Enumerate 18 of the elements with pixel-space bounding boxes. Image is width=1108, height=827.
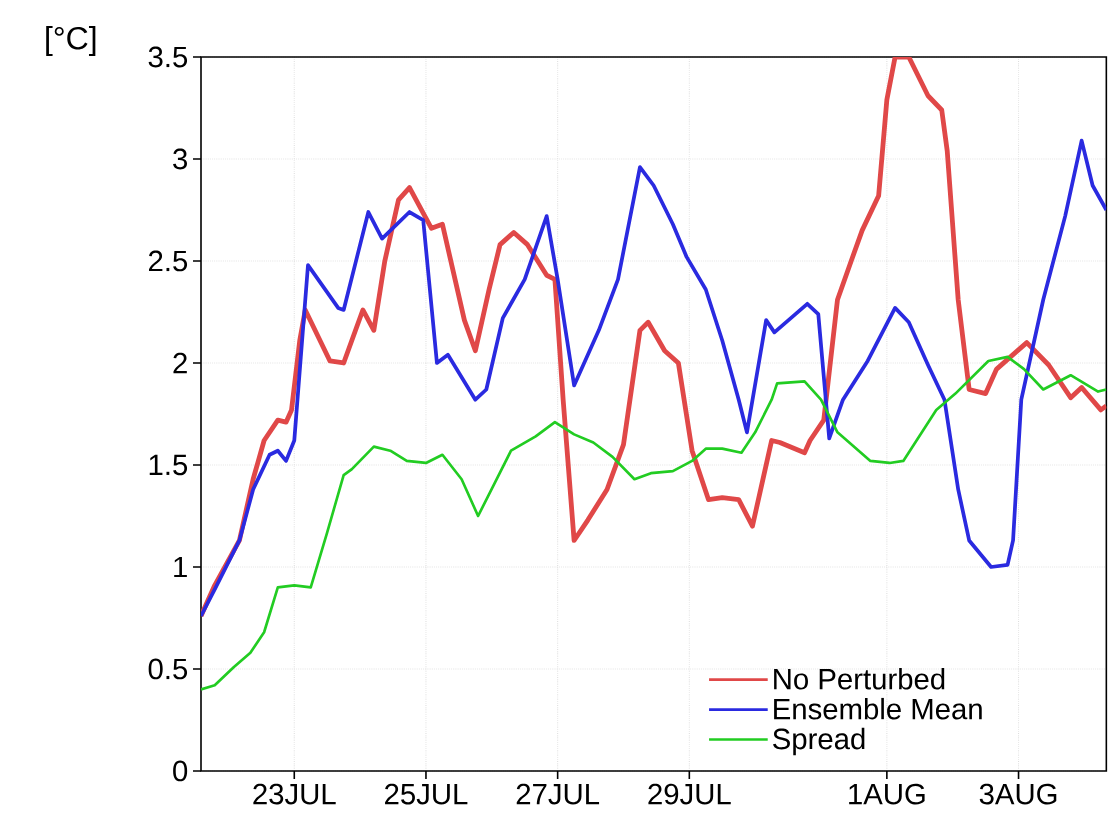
x-tick-label: 25JUL (385, 783, 468, 805)
x-tick-label: 1AUG (849, 783, 925, 805)
x-tick-label: 3AUG (979, 783, 1057, 805)
legend-label: No Perturbed (774, 667, 945, 690)
y-tick-label: 0 (173, 760, 188, 782)
y-tick-label: 3 (173, 148, 188, 170)
x-tick-label: 29JUL (648, 783, 731, 805)
y-axis-title: [°C] (46, 26, 96, 56)
x-tick-label: 23JUL (253, 783, 336, 805)
y-tick-label: 1 (174, 556, 187, 578)
y-tick-label: 1.5 (149, 454, 188, 476)
y-tick-label: 0.5 (148, 658, 188, 680)
y-tick-label: 2.5 (149, 250, 188, 272)
y-tick-label: 3.5 (148, 46, 188, 68)
x-tick-label: 27JUL (516, 783, 600, 805)
y-tick-label: 2 (173, 352, 187, 374)
legend-label: Ensemble Mean (774, 697, 982, 720)
legend-label: Spread (773, 727, 865, 756)
